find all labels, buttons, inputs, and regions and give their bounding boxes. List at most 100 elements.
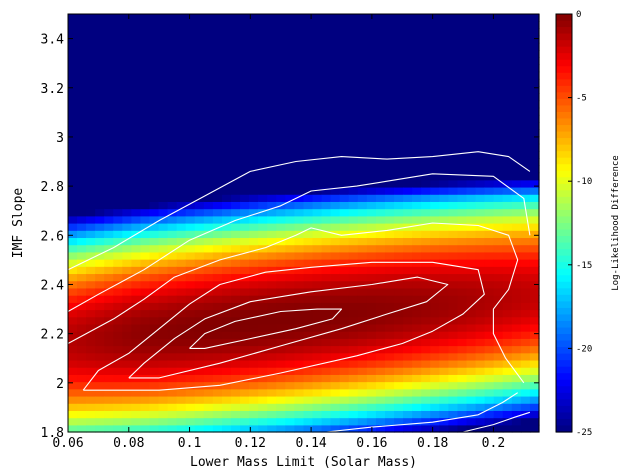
heatmap-cell	[303, 316, 314, 325]
heatmap-cell	[167, 93, 178, 102]
heatmap-cell	[131, 42, 142, 51]
heatmap-cell	[303, 309, 314, 318]
heatmap-cell	[86, 237, 96, 246]
heatmap-cell	[122, 71, 133, 80]
heatmap-cell	[86, 57, 96, 66]
heatmap-cell	[294, 295, 305, 303]
heatmap-cell	[194, 122, 205, 130]
heatmap-cell	[158, 374, 169, 383]
heatmap-cell	[276, 50, 286, 58]
heatmap-cell	[240, 309, 250, 318]
heatmap-cell	[357, 410, 368, 419]
heatmap-cell	[258, 136, 268, 145]
heatmap-cell	[231, 352, 241, 361]
heatmap-cell	[267, 403, 277, 411]
heatmap-cell	[529, 179, 540, 188]
heatmap-cell	[86, 215, 96, 224]
heatmap-cell	[167, 57, 178, 66]
heatmap-cell	[339, 14, 350, 22]
heatmap-cell	[176, 129, 187, 138]
heatmap-cell	[294, 165, 305, 174]
heatmap-cell	[140, 78, 151, 87]
colorbar-swatch	[556, 59, 572, 67]
heatmap-cell	[466, 381, 477, 390]
heatmap-cell	[321, 295, 332, 303]
heatmap-cell	[95, 367, 105, 375]
heatmap-cell	[276, 287, 286, 296]
heatmap-cell	[194, 150, 205, 159]
heatmap-cell	[493, 309, 504, 318]
heatmap-cell	[339, 316, 350, 325]
heatmap-cell	[303, 136, 314, 145]
heatmap-cell	[149, 86, 160, 94]
heatmap-cell	[366, 215, 377, 224]
heatmap-cell	[104, 194, 114, 202]
heatmap-cell	[312, 359, 323, 368]
heatmap-cell	[412, 287, 422, 296]
heatmap-cell	[294, 143, 305, 152]
heatmap-cell	[68, 57, 78, 66]
heatmap-cell	[167, 165, 178, 174]
heatmap-cell	[140, 21, 151, 30]
colorbar-swatch	[556, 223, 572, 231]
heatmap-cell	[421, 295, 431, 303]
heatmap-cell	[276, 417, 286, 426]
heatmap-cell	[294, 316, 305, 325]
heatmap-cell	[457, 165, 468, 174]
heatmap-cell	[475, 417, 486, 426]
heatmap-cell	[421, 316, 431, 325]
heatmap-cell	[176, 179, 187, 188]
heatmap-cell	[312, 223, 323, 231]
heatmap-cell	[502, 122, 513, 130]
heatmap-cell	[421, 71, 431, 80]
heatmap-cell	[430, 201, 440, 210]
heatmap-cell	[113, 21, 123, 30]
heatmap-cell	[412, 381, 422, 390]
heatmap-cell	[140, 338, 151, 347]
heatmap-cell	[375, 323, 386, 332]
heatmap-cell	[366, 57, 377, 66]
colorbar-swatch	[556, 373, 572, 381]
heatmap-cell	[131, 93, 142, 102]
heatmap-cell	[484, 129, 495, 138]
heatmap-cell	[249, 158, 259, 166]
heatmap-cell	[511, 381, 522, 390]
heatmap-cell	[203, 150, 214, 159]
heatmap-cell	[312, 165, 323, 174]
heatmap-cell	[240, 424, 250, 433]
heatmap-cell	[394, 345, 404, 354]
heatmap-cell	[448, 395, 459, 404]
heatmap-cell	[321, 395, 332, 404]
heatmap-cell	[412, 93, 422, 102]
heatmap-cell	[484, 122, 495, 130]
heatmap-cell	[249, 107, 259, 116]
heatmap-cell	[520, 35, 531, 44]
heatmap-cell	[448, 403, 459, 411]
heatmap-cell	[140, 114, 151, 123]
heatmap-cell	[203, 71, 214, 80]
heatmap-cell	[511, 338, 522, 347]
heatmap-cell	[430, 107, 440, 116]
heatmap-cell	[231, 266, 241, 275]
heatmap-cell	[457, 172, 468, 181]
heatmap-cell	[104, 410, 114, 419]
heatmap-cell	[493, 417, 504, 426]
heatmap-cell	[403, 100, 413, 109]
heatmap-cell	[140, 165, 151, 174]
heatmap-cell	[167, 107, 178, 116]
heatmap-cell	[176, 28, 187, 37]
heatmap-cell	[321, 345, 332, 354]
heatmap-cell	[149, 57, 160, 66]
heatmap-cell	[285, 165, 296, 174]
heatmap-cell	[131, 215, 142, 224]
heatmap-cell	[104, 302, 114, 311]
heatmap-cell	[339, 93, 350, 102]
heatmap-cell	[113, 42, 123, 51]
heatmap-cell	[285, 158, 296, 166]
heatmap-cell	[439, 230, 450, 239]
heatmap-cell	[321, 86, 332, 94]
heatmap-cell	[68, 230, 78, 239]
x-tick-label: 0.1	[178, 436, 201, 451]
heatmap-cell	[113, 266, 123, 275]
heatmap-cell	[502, 280, 513, 289]
